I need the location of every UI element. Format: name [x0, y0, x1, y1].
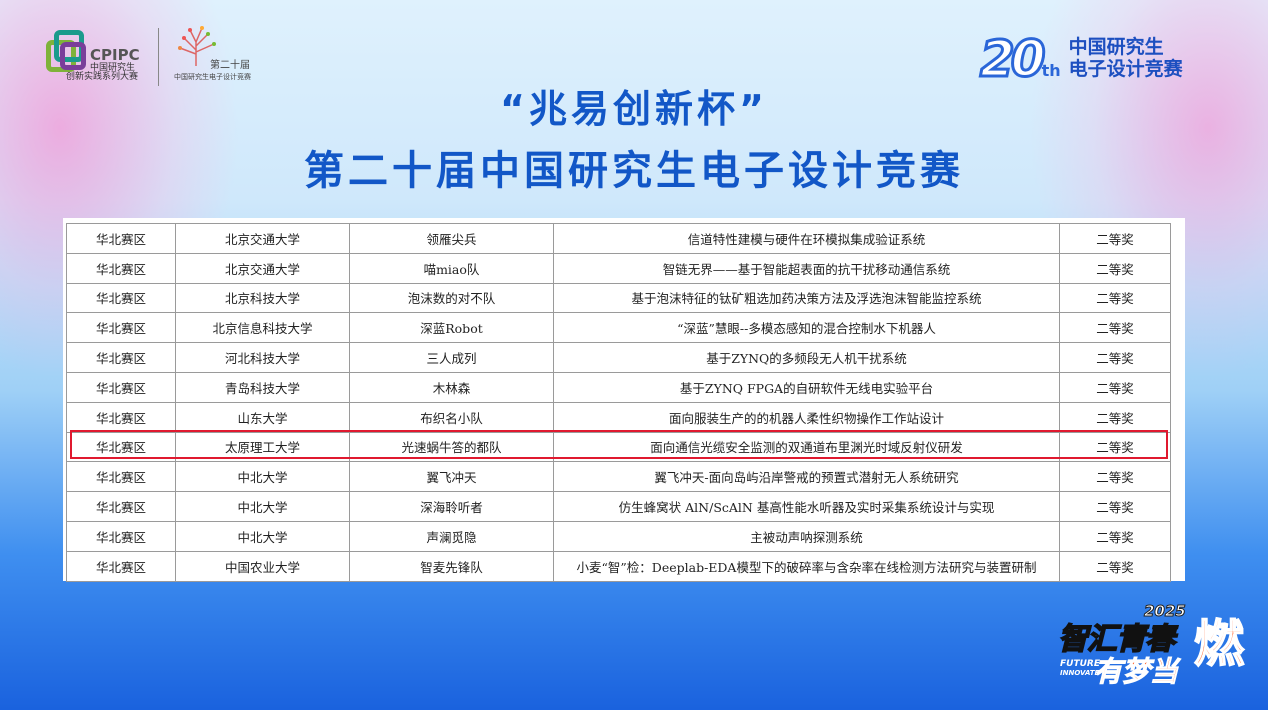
- project-cell: 智链无界——基于智能超表面的抗干扰移动通信系统: [553, 252, 1060, 284]
- team-cell: 光速蜗牛答的都队: [349, 431, 554, 463]
- region-cell: 华北赛区: [66, 252, 176, 284]
- results-table: 华北赛区 北京交通大学 领雁尖兵 信道特性建模与硬件在环模拟集成验证系统 二等奖 华北赛区…: [66, 223, 1171, 582]
- university-cell: 河北科技大学: [175, 342, 350, 373]
- project-cell: 主被动声呐探测系统: [553, 520, 1060, 552]
- university-cell: 太原理工大学: [175, 431, 350, 463]
- university-cell: 北京信息科技大学: [175, 312, 350, 344]
- campaign-burn: 燃: [1193, 614, 1245, 674]
- team-cell: 喵miao队: [349, 252, 554, 284]
- university-cell: 中北大学: [175, 520, 350, 552]
- award-cell: 二等奖: [1059, 312, 1171, 344]
- page-title: 第二十届中国研究生电子设计竞赛: [304, 148, 964, 194]
- award-cell: 二等奖: [1059, 550, 1171, 582]
- region-cell: 华北赛区: [66, 461, 176, 493]
- table-row: 华北赛区 中北大学 深海聆听者 仿生蜂窝状 AlN/ScAlN 基高性能水听器及实时采…: [66, 491, 1171, 522]
- university-cell: 青岛科技大学: [175, 371, 350, 403]
- brand-number: 20: [979, 29, 1048, 90]
- team-cell: 领雁尖兵: [349, 223, 554, 254]
- logo-divider: [158, 28, 159, 86]
- cpipc-abbr: CPIPC: [90, 46, 140, 64]
- award-cell: 二等奖: [1059, 401, 1171, 433]
- university-cell: 中北大学: [175, 491, 350, 522]
- campaign-logo: 2025 智汇青春 FUTURE INNOVATE 有梦当 燃: [1048, 600, 1245, 690]
- brand-suffix: th: [1041, 60, 1061, 80]
- edition-label: 第二十届: [210, 60, 250, 71]
- table-row-highlighted: 华北赛区 太原理工大学 光速蜗牛答的都队 面向通信光缆安全监测的双通道布里渊光时域反射…: [66, 431, 1171, 463]
- region-cell: 华北赛区: [66, 371, 176, 403]
- university-cell: 北京交通大学: [175, 223, 350, 254]
- region-cell: 华北赛区: [66, 282, 176, 314]
- university-cell: 山东大学: [175, 401, 350, 433]
- award-cell: 二等奖: [1059, 342, 1171, 373]
- team-cell: 木林森: [349, 371, 554, 403]
- university-cell: 北京科技大学: [175, 282, 350, 314]
- table-row: 华北赛区 青岛科技大学 木林森 基于ZYNQ FPGA的自研软件无线电实验平台 二等奖: [66, 371, 1171, 403]
- brand-line2: 电子设计竞赛: [1068, 58, 1183, 80]
- campaign-tag1: FUTURE: [1060, 659, 1100, 669]
- campaign-line1: 智汇青春: [1057, 621, 1176, 658]
- circuit-tree-icon: [178, 26, 216, 66]
- award-cell: 二等奖: [1059, 371, 1171, 403]
- university-cell: 中北大学: [175, 461, 350, 493]
- project-cell: 基于泡沫特征的钛矿粗选加药决策方法及浮选泡沫智能监控系统: [553, 282, 1060, 314]
- table-row: 华北赛区 北京科技大学 泡沫数的对不队 基于泡沫特征的钛矿粗选加药决策方法及浮选泡沫智…: [66, 282, 1171, 314]
- award-cell: 二等奖: [1059, 491, 1171, 522]
- region-cell: 华北赛区: [66, 431, 176, 463]
- region-cell: 华北赛区: [66, 401, 176, 433]
- campaign-tag2: INNOVATE: [1060, 669, 1100, 677]
- team-cell: 声澜觅隐: [349, 520, 554, 552]
- project-cell: 面向服装生产的的机器人柔性织物操作工作站设计: [553, 401, 1060, 433]
- brand-line1: 中国研究生: [1068, 36, 1164, 59]
- project-cell: 基于ZYNQ的多频段无人机干扰系统: [553, 342, 1060, 373]
- project-cell: 基于ZYNQ FPGA的自研软件无线电实验平台: [553, 371, 1060, 403]
- table-row: 华北赛区 山东大学 布织名小队 面向服装生产的的机器人柔性织物操作工作站设计 二等奖: [66, 401, 1171, 433]
- cpipc-mark-icon: [46, 28, 86, 72]
- cpipc-logo: CPIPC 中国研究生 创新实践系列大赛: [46, 28, 140, 83]
- team-cell: 布织名小队: [349, 401, 554, 433]
- cpipc-line2: 创新实践系列大赛: [66, 72, 139, 83]
- table-row: 华北赛区 北京交通大学 领雁尖兵 信道特性建模与硬件在环模拟集成验证系统 二等奖: [66, 223, 1171, 254]
- region-cell: 华北赛区: [66, 223, 176, 254]
- 20th-brand-logo: 20 th 中国研究生 电子设计竞赛: [979, 29, 1183, 90]
- table-row: 华北赛区 河北科技大学 三人成列 基于ZYNQ的多频段无人机干扰系统 二等奖: [66, 342, 1171, 373]
- project-cell: 翼飞冲天-面向岛屿沿岸警戒的预置式潜射无人系统研究: [553, 461, 1060, 493]
- region-cell: 华北赛区: [66, 550, 176, 582]
- edition-name: 中国研究生电子设计竞赛: [174, 73, 251, 81]
- team-cell: 深蓝Robot: [349, 312, 554, 344]
- project-cell: 小麦“智”检：Deeplab-EDA模型下的破碎率与含杂率在线检测方法研究与装置…: [553, 550, 1060, 582]
- team-cell: 翼飞冲天: [349, 461, 554, 493]
- team-cell: 深海聆听者: [349, 491, 554, 522]
- award-cell: 二等奖: [1059, 520, 1171, 552]
- award-cell: 二等奖: [1059, 223, 1171, 254]
- region-cell: 华北赛区: [66, 312, 176, 344]
- region-cell: 华北赛区: [66, 520, 176, 552]
- project-cell: “深蓝”慧眼--多模态感知的混合控制水下机器人: [553, 312, 1060, 344]
- award-cell: 二等奖: [1059, 252, 1171, 284]
- award-cell: 二等奖: [1059, 431, 1171, 463]
- team-cell: 三人成列: [349, 342, 554, 373]
- cpipc-line1: 中国研究生: [90, 62, 136, 73]
- table-row: 华北赛区 北京交通大学 喵miao队 智链无界——基于智能超表面的抗干扰移动通信系统二…: [66, 252, 1171, 284]
- results-table-card: 华北赛区 北京交通大学 领雁尖兵 信道特性建模与硬件在环模拟集成验证系统 二等奖 华北赛区…: [63, 218, 1185, 582]
- region-cell: 华北赛区: [66, 342, 176, 373]
- team-cell: 泡沫数的对不队: [349, 282, 554, 314]
- table-row: 华北赛区 北京信息科技大学 深蓝Robot “深蓝”慧眼--多模态感知的混合控制水下机…: [66, 312, 1171, 344]
- campaign-year: 2025: [1144, 602, 1187, 621]
- university-cell: 中国农业大学: [175, 550, 350, 582]
- project-cell: 仿生蜂窝状 AlN/ScAlN 基高性能水听器及实时采集系统设计与实现: [553, 491, 1060, 522]
- award-cell: 二等奖: [1059, 461, 1171, 493]
- project-cell: 信道特性建模与硬件在环模拟集成验证系统: [553, 223, 1060, 254]
- page-title-sponsor: “兆易创新杯”: [500, 87, 768, 131]
- award-cell: 二等奖: [1059, 282, 1171, 314]
- team-cell: 智麦先锋队: [349, 550, 554, 582]
- edition-logo: 第二十届 中国研究生电子设计竞赛: [170, 26, 251, 81]
- table-row: 华北赛区 中北大学 声澜觅隐 主被动声呐探测系统 二等奖: [66, 520, 1171, 552]
- table-row: 华北赛区 中北大学 翼飞冲天 翼飞冲天-面向岛屿沿岸警戒的预置式潜射无人系统研究 二等奖: [66, 461, 1171, 493]
- university-cell: 北京交通大学: [175, 252, 350, 284]
- table-row: 华北赛区 中国农业大学 智麦先锋队 小麦“智”检：Deeplab-EDA模型下的破碎率…: [66, 550, 1171, 582]
- campaign-line2: 有梦当: [1093, 655, 1179, 689]
- region-cell: 华北赛区: [66, 491, 176, 522]
- project-cell: 面向通信光缆安全监测的双通道布里渊光时域反射仪研发: [553, 431, 1060, 463]
